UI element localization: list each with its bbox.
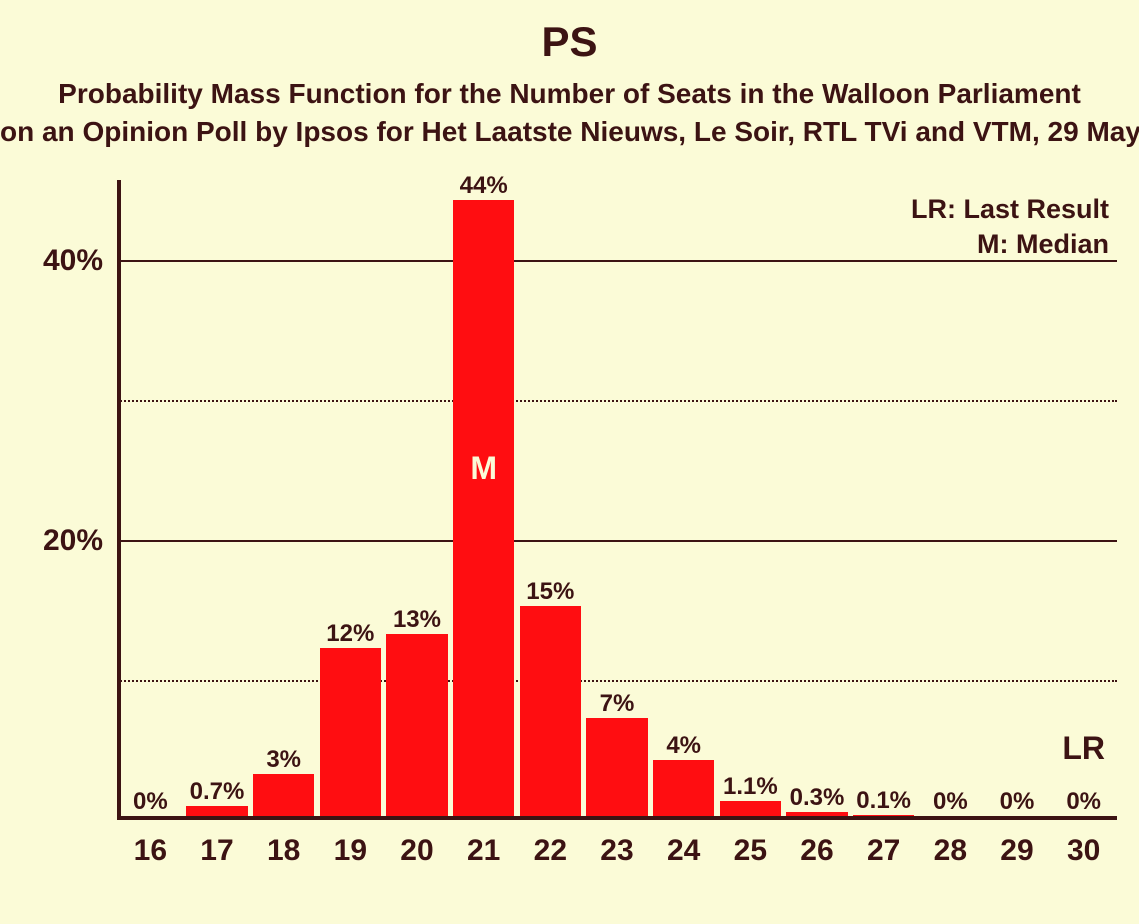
bar	[453, 200, 514, 816]
x-tick-label: 19	[317, 834, 384, 868]
x-tick-label: 27	[850, 834, 917, 868]
bar	[320, 648, 381, 816]
chart-canvas: PS Probability Mass Function for the Num…	[0, 0, 1139, 924]
y-tick-label: 20%	[23, 524, 103, 558]
bar	[386, 634, 447, 816]
bar	[853, 815, 914, 816]
x-tick-label: 16	[117, 834, 184, 868]
x-tick-label: 26	[784, 834, 851, 868]
legend-median: M: Median	[117, 229, 1109, 260]
bar-value-label: 15%	[511, 578, 590, 606]
bar	[720, 801, 781, 816]
x-tick-label: 23	[584, 834, 651, 868]
bar-value-label: 13%	[378, 606, 457, 634]
x-tick-label: 24	[650, 834, 717, 868]
x-tick-label: 18	[250, 834, 317, 868]
bar-median-label: M	[453, 450, 514, 487]
x-tick-label: 21	[450, 834, 517, 868]
bar-value-label: 3%	[244, 746, 323, 774]
chart-subtitle-2: on an Opinion Poll by Ipsos for Het Laat…	[0, 116, 1139, 148]
x-tick-label: 29	[984, 834, 1051, 868]
x-axis	[117, 816, 1117, 820]
x-tick-label: 25	[717, 834, 784, 868]
y-axis	[117, 180, 121, 820]
bar	[520, 606, 581, 816]
gridline-minor	[117, 400, 1117, 402]
y-tick-label: 40%	[23, 244, 103, 278]
x-tick-label: 17	[184, 834, 251, 868]
x-tick-label: 20	[384, 834, 451, 868]
bar-value-label: 7%	[578, 690, 657, 718]
bar	[786, 812, 847, 816]
x-tick-label: 30	[1050, 834, 1117, 868]
bar	[253, 774, 314, 816]
bar-value-label: 4%	[644, 732, 723, 760]
chart-title: PS	[0, 18, 1139, 66]
bar-value-label: 0.7%	[178, 778, 257, 806]
bar	[586, 718, 647, 816]
x-tick-label: 22	[517, 834, 584, 868]
bar-value-label: 0%	[1044, 788, 1123, 816]
chart-subtitle-1: Probability Mass Function for the Number…	[0, 78, 1139, 110]
gridline-minor	[117, 680, 1117, 682]
x-tick-label: 28	[917, 834, 984, 868]
bar	[186, 806, 247, 816]
bar	[653, 760, 714, 816]
gridline-major	[117, 260, 1117, 262]
plot-area: 20%40%0%0.7%3%12%13%44%M15%7%4%1.1%0.3%0…	[117, 190, 1117, 820]
legend-last-result: LR: Last Result	[117, 194, 1109, 225]
gridline-major	[117, 540, 1117, 542]
last-result-marker: LR	[1050, 730, 1117, 767]
